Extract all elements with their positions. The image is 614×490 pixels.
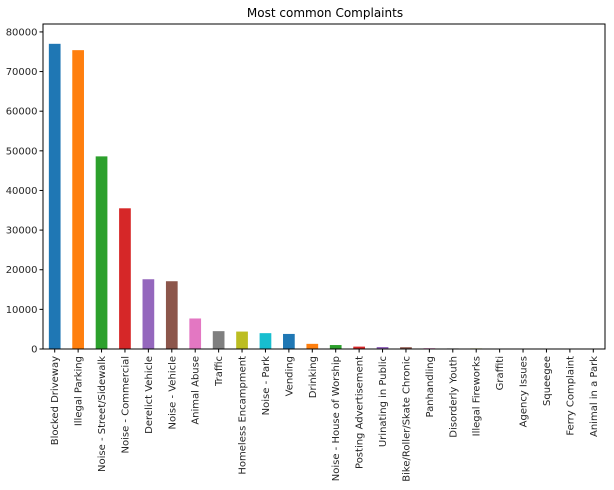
x-tick-label: Posting Advertisement xyxy=(355,356,366,469)
x-tick-label: Noise - Vehicle xyxy=(167,356,178,429)
bar xyxy=(329,345,342,349)
x-tick-label: Traffic xyxy=(214,356,225,387)
x-tick-label: Blocked Driveway xyxy=(50,356,61,445)
x-tick-label: Squeegee xyxy=(542,356,553,406)
y-tick-label: 40000 xyxy=(6,186,38,197)
x-tick-label: Graffiti xyxy=(495,356,506,390)
bar xyxy=(48,43,61,349)
bar xyxy=(376,347,389,349)
bar xyxy=(72,50,84,349)
x-tick-label: Illegal Parking xyxy=(74,356,85,426)
bar xyxy=(212,331,225,349)
bar xyxy=(259,333,272,349)
x-tick-label: Noise - Street/Sidewalk xyxy=(97,356,108,472)
x-tick-label: Noise - House of Worship xyxy=(331,356,342,481)
chart-title: Most common Complaints xyxy=(247,6,403,20)
y-tick-label: 30000 xyxy=(6,226,38,237)
x-tick-label: Illegal Fireworks xyxy=(472,356,483,436)
y-tick-label: 10000 xyxy=(6,305,38,316)
x-tick-label: Drinking xyxy=(308,356,319,398)
bar xyxy=(306,343,319,349)
x-tick-label: Animal Abuse xyxy=(191,356,202,425)
x-tick-label: Vending xyxy=(284,356,295,396)
bar xyxy=(165,281,178,349)
x-axis: Blocked Driveway Illegal Parking Noise - S… xyxy=(50,349,600,482)
bars-layer xyxy=(48,43,576,349)
x-tick-label: Bike/Roller/Skate Chronic xyxy=(401,356,412,482)
y-tick-label: 70000 xyxy=(6,67,38,78)
x-tick-label: Ferry Complaint xyxy=(565,356,576,436)
y-tick-label: 20000 xyxy=(6,265,38,276)
bar xyxy=(400,347,412,349)
x-tick-label: Disorderly Youth xyxy=(448,356,459,438)
x-tick-label: Noise - Commercial xyxy=(120,356,131,454)
y-tick-label: 60000 xyxy=(6,107,38,118)
x-tick-label: Agency Issues xyxy=(519,356,530,427)
bar xyxy=(95,156,108,349)
plot-frame xyxy=(42,23,606,350)
y-tick-label: 0 xyxy=(31,345,37,356)
x-tick-label: Derelict Vehicle xyxy=(144,356,155,434)
bar xyxy=(236,331,248,349)
bar xyxy=(142,279,155,349)
x-tick-label: Noise - Park xyxy=(261,356,272,416)
y-tick-label: 50000 xyxy=(6,146,38,157)
x-tick-label: Urinating in Public xyxy=(378,356,389,447)
bar xyxy=(283,333,295,349)
y-tick-label: 80000 xyxy=(6,27,38,38)
y-axis: 0 10000 20000 30000 40000 50000 60000 70000 8000… xyxy=(6,27,43,356)
bar xyxy=(189,318,202,349)
x-tick-label: Animal in a Park xyxy=(589,356,600,437)
x-tick-label: Homeless Encampment xyxy=(238,356,249,475)
bar xyxy=(119,208,131,349)
bar xyxy=(353,346,365,349)
x-tick-label: Panhandling xyxy=(425,356,436,417)
